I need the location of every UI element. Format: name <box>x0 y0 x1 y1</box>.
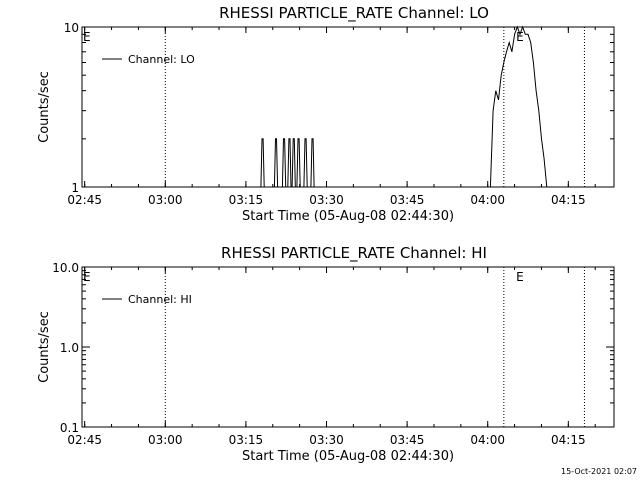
x-tick-label: 03:45 <box>390 433 425 447</box>
chart-title: RHESSI PARTICLE_RATE Channel: HI <box>221 244 487 263</box>
chart-panel-1: RHESSI PARTICLE_RATE Channel: LO 02:45 03:… <box>37 4 615 224</box>
x-tick-label: 04:15 <box>551 433 586 447</box>
x-tick-label: 03:30 <box>309 193 344 207</box>
event-marker: E <box>516 270 524 284</box>
x-tick-label: 02:45 <box>67 433 102 447</box>
plot-frame <box>81 266 615 428</box>
x-tick-label: 04:00 <box>470 433 505 447</box>
x-tick-label: 03:00 <box>148 433 183 447</box>
legend-entry: Channel: LO <box>128 53 195 66</box>
legend-entry: Channel: HI <box>128 293 192 306</box>
x-tick-label: 03:30 <box>309 433 344 447</box>
series-line <box>82 25 614 188</box>
event-marker: E <box>83 270 91 284</box>
y-tick-label: 1 <box>71 181 79 195</box>
y-tick-label: 0.1 <box>60 421 79 435</box>
y-tick-label: 10 <box>64 21 79 35</box>
y-axis-label: Counts/sec <box>37 71 52 143</box>
x-tick-label: 03:00 <box>148 193 183 207</box>
x-tick-label: 03:15 <box>229 433 264 447</box>
y-axis-label: Counts/sec <box>37 311 52 383</box>
y-tick-label: 1.0 <box>60 341 79 355</box>
x-axis-label: Start Time (05-Aug-08 02:44:30) <box>242 209 454 224</box>
event-marker: E <box>83 30 91 44</box>
x-axis-label: Start Time (05-Aug-08 02:44:30) <box>242 449 454 464</box>
y-tick-label: 10.0 <box>52 261 79 275</box>
event-marker: E <box>516 30 524 44</box>
chart-panel-2: RHESSI PARTICLE_RATE Channel: HI 02:45 03:… <box>37 244 615 464</box>
chart-title: RHESSI PARTICLE_RATE Channel: LO <box>219 4 489 23</box>
x-tick-label: 03:15 <box>229 193 264 207</box>
x-tick-label: 03:45 <box>390 193 425 207</box>
x-tick-label: 04:15 <box>551 193 586 207</box>
x-tick-label: 04:00 <box>470 193 505 207</box>
plot-frame <box>81 26 615 188</box>
x-tick-label: 02:45 <box>67 193 102 207</box>
